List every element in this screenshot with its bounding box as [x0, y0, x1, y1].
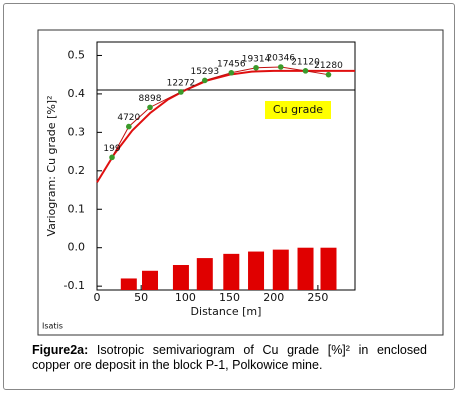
y-tick-label: 0.2 [68, 164, 86, 177]
y-axis-title: Variogram: Cu grade [%]² [45, 96, 58, 237]
caption-label: Figure2a: [32, 343, 89, 357]
point-label: 4720 [117, 113, 140, 123]
model-curve [111, 66, 329, 158]
model-curve [96, 69, 355, 183]
bar [120, 278, 137, 290]
legend-label: Cu grade [273, 103, 323, 116]
x-tick-label: 100 [175, 291, 196, 304]
plot-frame [96, 41, 356, 291]
x-tick-label: 50 [134, 291, 148, 304]
point [201, 77, 208, 84]
figure-frame [37, 29, 444, 336]
y-tick-label: 0.1 [68, 202, 86, 215]
point [178, 89, 184, 95]
point [302, 68, 309, 74]
chart: Distance [m] Variogram: Cu grade [%]² Is… [37, 29, 444, 336]
y-tick-label: 0.3 [68, 125, 86, 138]
point [253, 64, 259, 71]
bar [172, 265, 189, 290]
point-label: 17456 [217, 59, 246, 69]
point [228, 69, 235, 76]
point [277, 64, 284, 70]
point-label: 19314 [242, 54, 271, 64]
y-tick-label: -0.1 [64, 279, 85, 292]
point [109, 154, 115, 161]
bar [248, 251, 265, 290]
point [147, 104, 153, 111]
point-label: 21280 [314, 61, 343, 71]
bar [272, 249, 289, 290]
x-tick-label: 150 [219, 291, 240, 304]
point [325, 71, 332, 78]
point-label: 199 [103, 144, 120, 154]
point-label: 15293 [190, 67, 219, 77]
y-tick-label: 0.5 [68, 48, 86, 61]
x-tick-label: 250 [307, 291, 328, 304]
bar [320, 247, 337, 290]
point-label: 20346 [266, 53, 295, 63]
x-axis-title: Distance [m] [191, 305, 262, 318]
bar [297, 247, 314, 290]
x-tick-label: 200 [263, 291, 284, 304]
point-label: 8898 [139, 94, 162, 104]
y-tick-label: 0.0 [68, 241, 86, 254]
x-tick-label: 0 [94, 291, 101, 304]
caption: Figure2a: Isotropic semivariogram of Cu … [32, 343, 427, 373]
software-label: Isatis [42, 322, 63, 331]
point-label: 12272 [167, 78, 196, 88]
point-label: 21120 [291, 57, 320, 67]
bar [142, 270, 159, 290]
legend-box [265, 101, 331, 119]
bar [196, 258, 213, 290]
point [126, 123, 132, 130]
caption-text: Isotropic semivariogram of Cu grade [%]²… [32, 343, 427, 372]
bar [223, 253, 240, 290]
y-tick-label: 0.4 [68, 87, 86, 100]
figure-border [3, 3, 455, 390]
